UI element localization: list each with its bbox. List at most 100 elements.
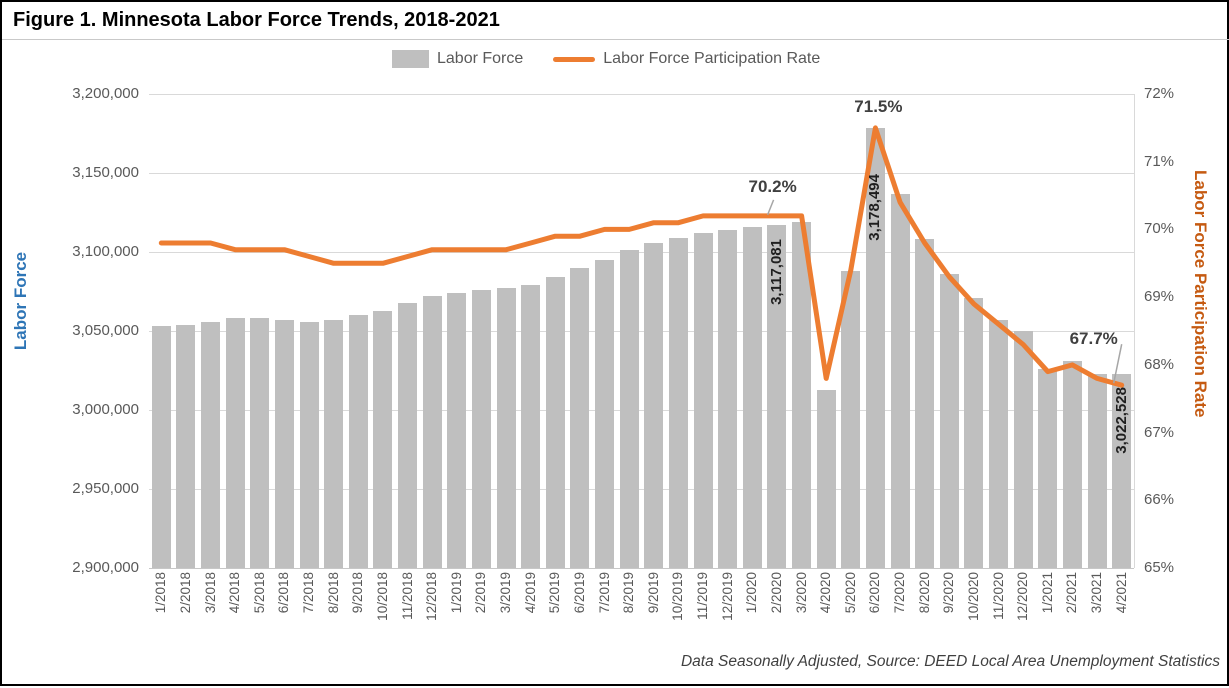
gridline: [149, 568, 1134, 569]
right-axis-title: Labor Force Participation Rate: [1191, 170, 1210, 418]
x-axis-label: 4/2021: [1113, 572, 1129, 614]
bar-7/2019: [595, 259, 615, 568]
bar-5/2018: [250, 318, 270, 568]
right-axis-tick: 70%: [1144, 220, 1175, 238]
legend-item-labor-force-participation-rate: Labor Force Participation Rate: [553, 50, 820, 68]
bar-4/2019: [521, 285, 541, 568]
right-axis-tick: 69%: [1144, 288, 1175, 306]
x-axis-label: 3/2021: [1089, 572, 1105, 614]
x-axis-label: 12/2020: [1015, 572, 1031, 621]
bar-1/2019: [447, 293, 467, 568]
x-axis-label: 8/2019: [621, 572, 637, 614]
x-axis-label: 9/2018: [350, 572, 366, 614]
bar-2/2019: [471, 289, 491, 568]
gridline: [149, 489, 1134, 490]
bar-8/2019: [619, 250, 639, 568]
bar-3/2019: [496, 288, 516, 568]
gridline: [149, 410, 1134, 411]
bar-11/2018: [398, 302, 418, 568]
x-axis-label: 3/2020: [793, 572, 809, 614]
bar-9/2020: [939, 274, 959, 568]
title-separator: [2, 39, 1229, 40]
left-axis-title: Labor Force: [11, 251, 30, 351]
bar-3/2021: [1087, 373, 1107, 568]
bar-9/2018: [348, 315, 368, 568]
x-axis-label: 6/2018: [276, 572, 292, 614]
x-axis-label: 12/2019: [719, 572, 735, 621]
left-axis-tick: 3,150,000: [72, 164, 139, 181]
bar-12/2018: [422, 296, 442, 568]
x-axis-label: 5/2018: [251, 572, 267, 614]
bar-5/2019: [545, 277, 565, 568]
bar-12/2019: [718, 229, 738, 568]
x-axis-label: 1/2019: [448, 572, 464, 614]
right-axis-tick: 72%: [1144, 85, 1175, 102]
left-axis-tick: 3,100,000: [72, 243, 139, 260]
x-axis-label: 5/2020: [842, 572, 858, 614]
x-axis-label: 8/2020: [916, 572, 932, 614]
legend-bar-swatch: [392, 50, 429, 68]
rate-callout-4/2021: 67.7%: [1069, 329, 1118, 349]
left-axis-tick: 3,000,000: [72, 401, 139, 418]
legend-item-labor-force: Labor Force: [392, 50, 523, 68]
bar-value-label-6/2020: 3,178,494: [866, 174, 884, 241]
x-axis-label: 10/2018: [374, 572, 390, 621]
x-axis-label: 8/2018: [325, 572, 341, 614]
x-axis-label: 4/2020: [818, 572, 834, 614]
x-axis-label: 6/2019: [571, 572, 587, 614]
x-axis-label: 10/2019: [670, 572, 686, 621]
bar-10/2018: [373, 310, 393, 568]
bar-9/2019: [644, 242, 664, 568]
bar-11/2019: [693, 233, 713, 568]
legend-label: Labor Force: [437, 50, 524, 67]
bar-1/2018: [151, 326, 171, 568]
bar-5/2020: [841, 271, 861, 568]
gridline: [149, 94, 1134, 95]
bar-value-label-2/2020: 3,117,081: [767, 239, 785, 305]
right-axis-line: [1134, 94, 1135, 568]
bar-8/2020: [915, 239, 935, 568]
x-axis-label: 6/2020: [867, 572, 883, 614]
x-axis-label: 9/2020: [941, 572, 957, 614]
x-axis-label: 5/2019: [547, 572, 563, 614]
x-axis-label: 7/2018: [301, 572, 317, 614]
bar-3/2018: [201, 321, 221, 568]
left-axis-tick: 3,200,000: [72, 85, 139, 102]
x-axis-label: 2/2021: [1064, 572, 1080, 614]
x-axis-label: 1/2018: [153, 572, 169, 614]
x-axis-label: 7/2020: [892, 572, 908, 614]
left-axis-tick: 3,050,000: [72, 322, 139, 339]
x-axis-label: 3/2018: [202, 572, 218, 614]
bar-10/2020: [964, 297, 984, 568]
x-axis-label: 9/2019: [645, 572, 661, 614]
bar-value-label-4/2021: 3,022,528: [1112, 387, 1130, 455]
bar-7/2018: [299, 321, 319, 568]
left-axis-tick: 2,950,000: [72, 480, 139, 497]
bar-7/2020: [890, 193, 910, 568]
right-axis-tick: 68%: [1144, 355, 1175, 373]
rate-callout-6/2020: 71.5%: [854, 96, 903, 116]
bar-1/2020: [742, 226, 762, 568]
bar-11/2020: [989, 319, 1009, 568]
x-axis-label: 2/2019: [473, 572, 489, 614]
bar-1/2021: [1038, 368, 1058, 568]
gridline: [149, 331, 1134, 332]
x-axis-label: 3/2019: [498, 572, 514, 614]
left-axis-tick: 2,900,000: [72, 559, 139, 576]
bar-4/2018: [225, 318, 245, 568]
callout-leader-line: [766, 199, 775, 216]
right-axis-tick: 65%: [1144, 559, 1175, 576]
source-note: Data Seasonally Adjusted, Source: DEED L…: [680, 653, 1220, 670]
bar-12/2020: [1013, 331, 1033, 568]
x-axis-label: 11/2018: [399, 572, 415, 620]
x-axis-label: 12/2018: [424, 572, 440, 621]
right-axis-tick: 67%: [1144, 423, 1175, 441]
x-axis-label: 4/2018: [227, 572, 243, 614]
x-axis-label: 2/2020: [768, 572, 784, 614]
x-axis-label: 1/2020: [744, 572, 760, 614]
bar-8/2018: [324, 319, 344, 568]
gridline: [149, 173, 1134, 174]
right-axis-tick: 66%: [1144, 491, 1175, 509]
bar-6/2018: [274, 319, 294, 568]
x-axis-label: 11/2019: [695, 572, 711, 620]
